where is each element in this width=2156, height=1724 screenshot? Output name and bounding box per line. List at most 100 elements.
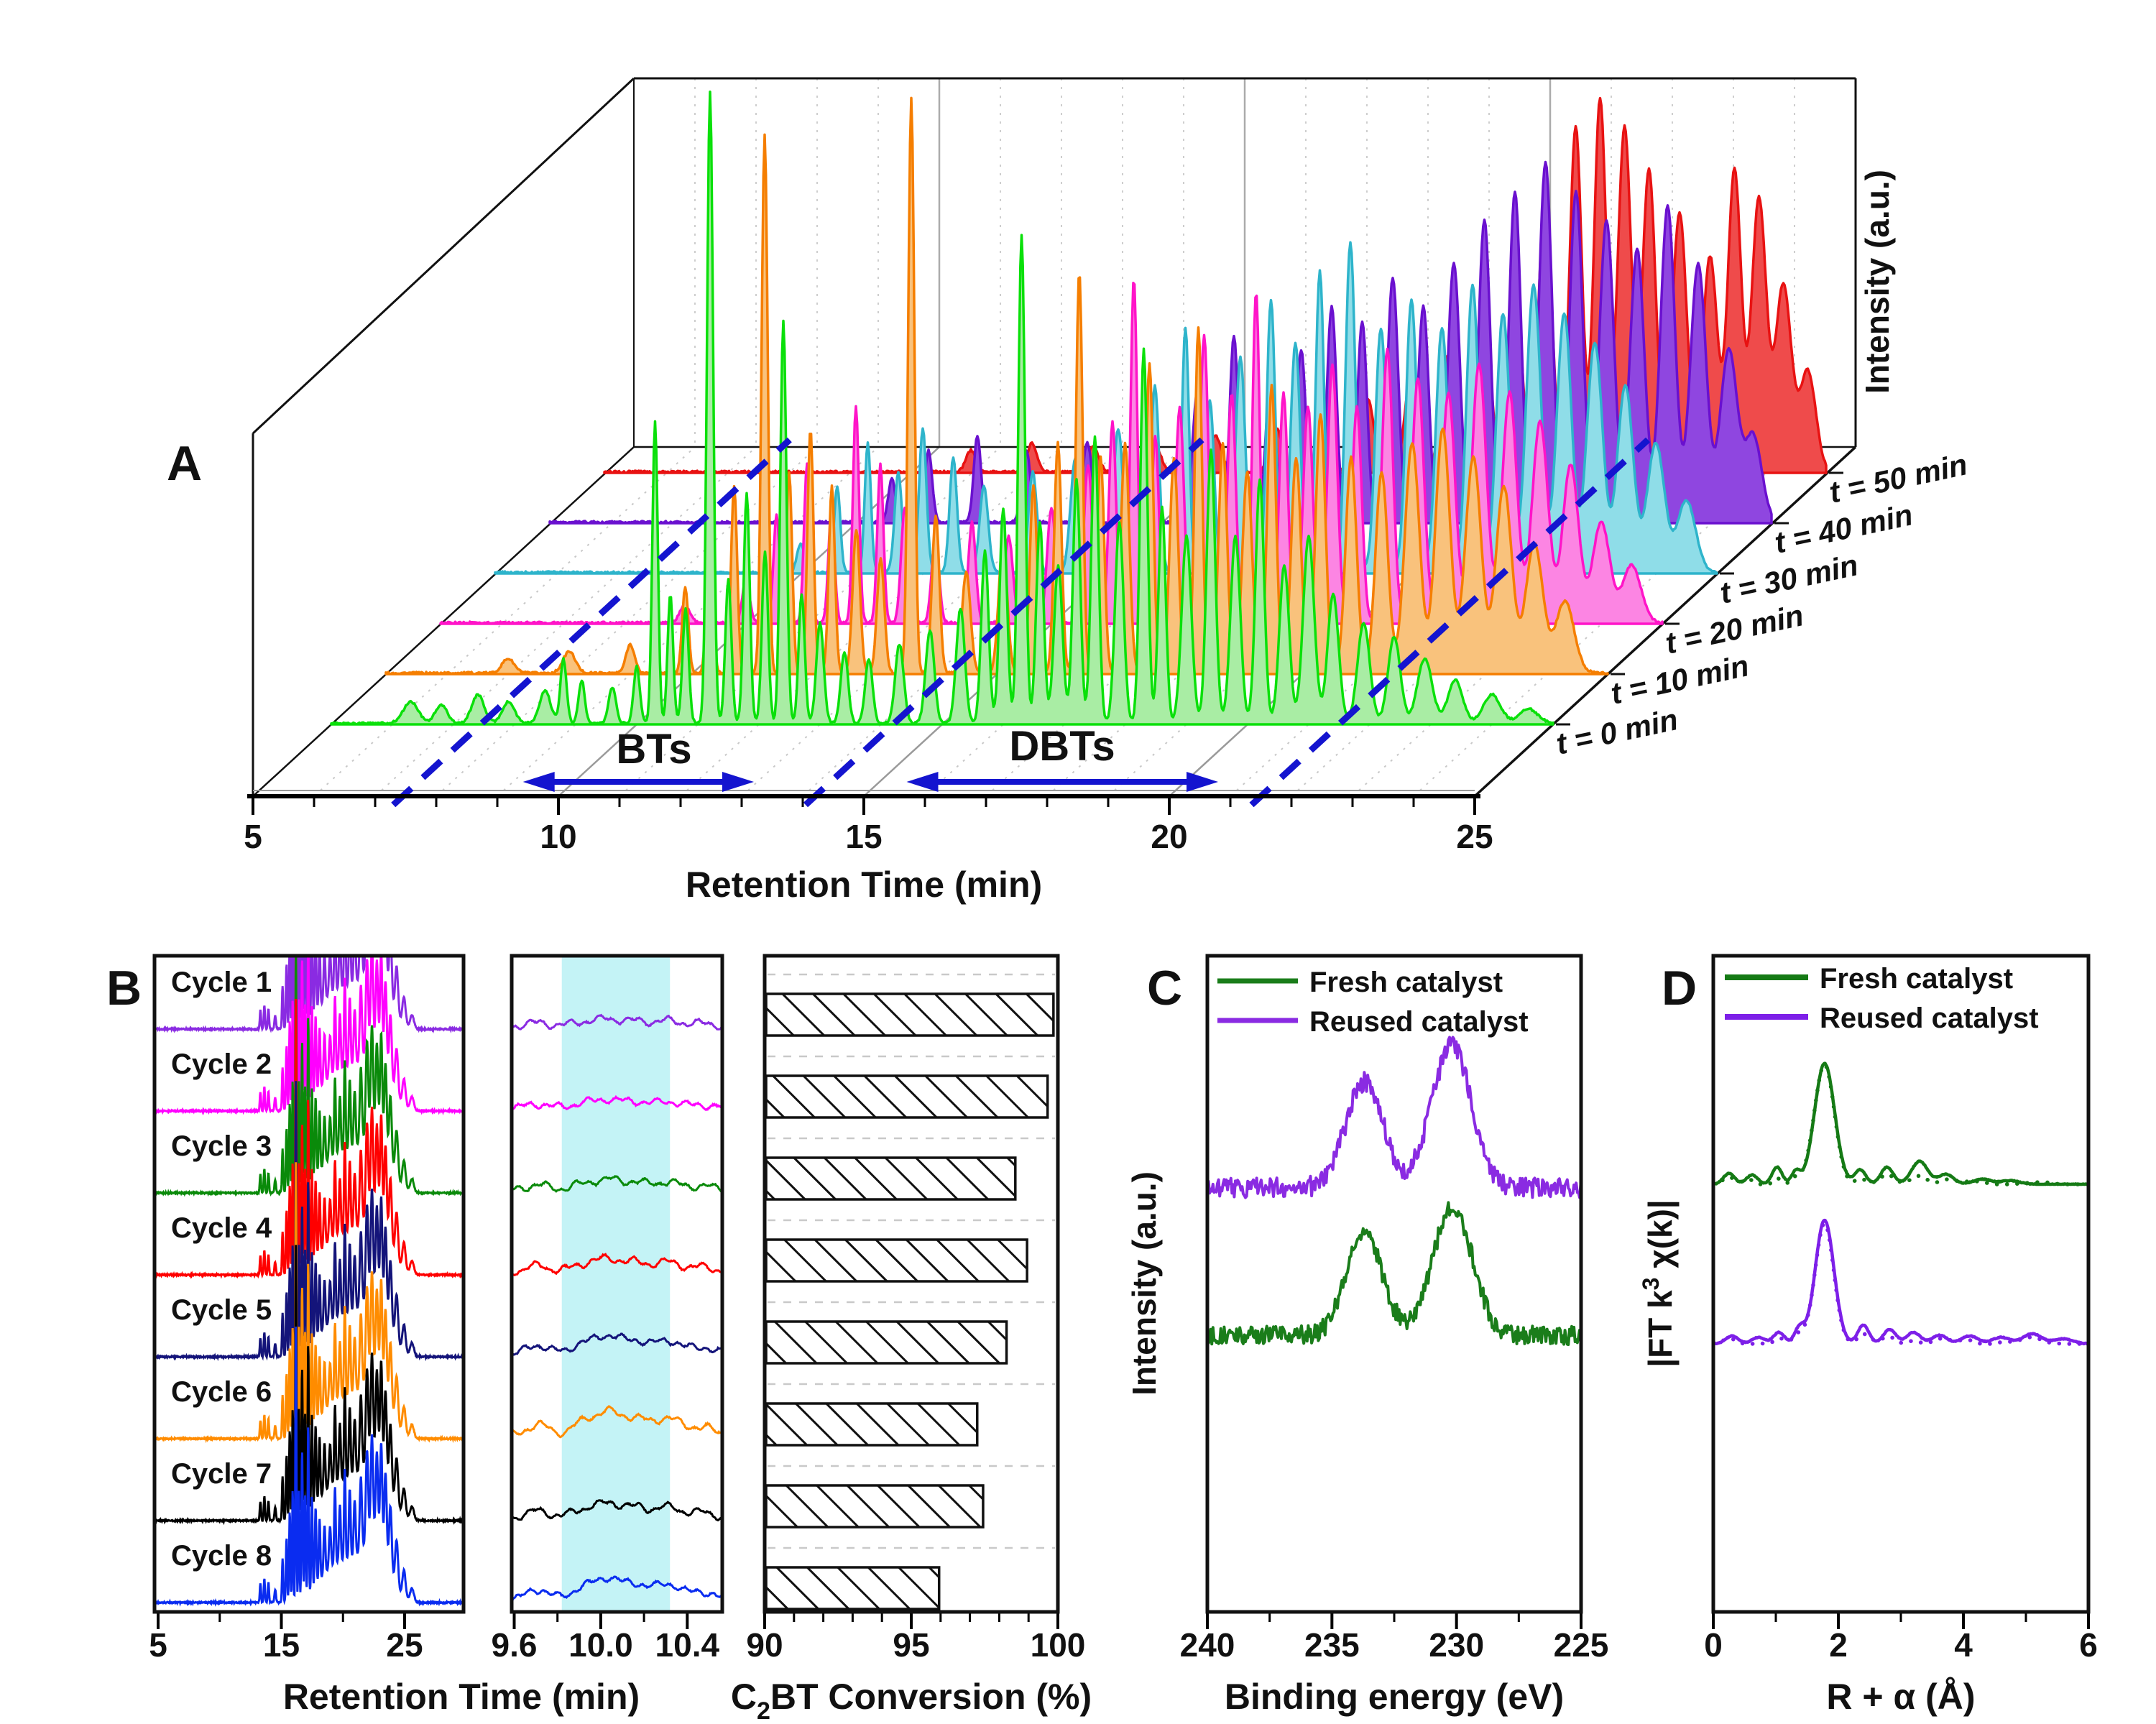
panel-a-annotations xyxy=(391,437,1651,808)
panel-b-letter: B xyxy=(106,961,142,1015)
cycle-label-4: Cycle 4 xyxy=(171,1212,272,1244)
legend-label-reused-catalyst: Reused catalyst xyxy=(1309,1006,1529,1038)
d-tick-label: 0 xyxy=(1704,1626,1723,1664)
b3-tick-label: 100 xyxy=(1031,1626,1086,1664)
legend-label-reused-catalyst: Reused catalyst xyxy=(1820,1002,2039,1034)
panel-a-axis: 5 10 15 20 25 xyxy=(244,794,1493,855)
cycle-trace-4 xyxy=(156,998,462,1279)
panel-b1-frame xyxy=(152,954,466,1614)
x-axis-tick-label: 5 xyxy=(244,818,262,855)
bts-region-label: BTs xyxy=(616,726,691,773)
cycle-label-8: Cycle 8 xyxy=(171,1540,272,1572)
panel-d-traces xyxy=(1715,1061,2087,1346)
b3-xlabel-post: BT Conversion (%) xyxy=(770,1677,1092,1717)
c-tick-label: 225 xyxy=(1554,1626,1609,1664)
zoom-trace-7 xyxy=(513,1499,721,1522)
panel-d-axis: 0 2 4 6 xyxy=(1704,1612,2098,1664)
zoom-trace-4 xyxy=(513,1253,721,1277)
panel-c-xps: C 240 235 230 225 Fresh catalyst Reused cat… xyxy=(1125,954,1609,1717)
x-axis-tick-label: 25 xyxy=(1456,818,1493,855)
conversion-bar-cycle-2 xyxy=(765,1074,1049,1119)
b3-xlabel-pre: C xyxy=(731,1677,757,1717)
region-divider-dashed-line xyxy=(803,437,1204,808)
cycle-trace-5 xyxy=(156,1081,462,1362)
panel-b3-conversion-bars xyxy=(765,973,1055,1610)
panel-c-axis: 240 235 230 225 xyxy=(1180,1612,1609,1664)
zoom-trace-1 xyxy=(513,1013,721,1031)
panel-b3-xlabel: C2BT Conversion (%) xyxy=(731,1677,1092,1724)
bts-arrow-right-head xyxy=(722,772,754,792)
panel-c-frame xyxy=(1205,954,1583,1614)
panel-d-frame xyxy=(1711,954,2091,1614)
zoom-trace-3 xyxy=(513,1175,721,1193)
bts-arrow-left-head xyxy=(522,772,555,792)
box-edge xyxy=(252,77,635,435)
panel-c-traces xyxy=(1209,1036,1580,1346)
panel-b-axes: 5 15 25 9.6 10.0 10.4 90 95 100 xyxy=(149,1612,1085,1664)
series-trace-0 xyxy=(330,90,1554,726)
panel-d-letter: D xyxy=(1662,961,1697,1015)
panel-c-ylabel: Intensity (a.u.) xyxy=(1125,1171,1163,1396)
panel-c-xlabel: Binding energy (eV) xyxy=(1225,1677,1564,1717)
cycle-label-5: Cycle 5 xyxy=(171,1294,272,1326)
conversion-bar-cycle-8 xyxy=(765,1566,941,1610)
conversion-bar-cycle-4 xyxy=(765,1238,1028,1283)
panel-a-xlabel: Retention Time (min) xyxy=(686,865,1042,905)
cycle-trace-1 xyxy=(156,957,462,1034)
zoom-trace-8 xyxy=(513,1575,721,1602)
c-tick-label: 240 xyxy=(1180,1626,1235,1664)
panel-b-xlabel: Retention Time (min) xyxy=(283,1677,640,1717)
b2-tick-label: 9.6 xyxy=(492,1626,538,1664)
cycle-trace-3 xyxy=(156,957,462,1197)
c-tick-label: 230 xyxy=(1429,1626,1484,1664)
xps-trace-fresh-catalyst xyxy=(1209,1201,1580,1346)
d-ylabel-superscript: 3 xyxy=(1638,1278,1664,1291)
x-axis-tick-label: 10 xyxy=(540,818,576,855)
dbts-arrow-right-head xyxy=(1187,772,1218,792)
panel-d-ylabel: |FT k3 χ(k)| xyxy=(1638,1199,1679,1368)
dbts-region-label: DBTs xyxy=(1009,723,1115,770)
b1-tick-label: 25 xyxy=(386,1626,423,1664)
xps-trace-reused-catalyst xyxy=(1209,1036,1580,1199)
panel-d-xlabel: R + α (Å) xyxy=(1826,1677,1975,1717)
series-time-label: t = 0 min xyxy=(1553,702,1681,761)
d-ylabel-pre: |FT k xyxy=(1641,1290,1679,1368)
box-edge xyxy=(252,446,635,797)
panel-a-letter: A xyxy=(167,436,202,491)
d-ylabel-post: χ(k)| xyxy=(1641,1199,1679,1277)
cycle-label-2: Cycle 2 xyxy=(171,1048,272,1080)
b2-trace-group xyxy=(513,1013,721,1602)
cycle-label-7: Cycle 7 xyxy=(171,1458,272,1490)
panel-a-ylabel: Intensity (a.u.) xyxy=(1858,170,1896,394)
b3-tick-label: 95 xyxy=(893,1626,929,1664)
c-tick-label: 235 xyxy=(1304,1626,1360,1664)
b1-tick-label: 5 xyxy=(149,1626,167,1664)
cycle-label-6: Cycle 6 xyxy=(171,1376,272,1408)
b2-tick-label: 10.0 xyxy=(568,1626,633,1664)
b1-tick-label: 15 xyxy=(263,1626,300,1664)
exafs-trace-reused-catalyst xyxy=(1715,1218,2087,1346)
d-tick-label: 6 xyxy=(2079,1626,2098,1664)
zoom-trace-6 xyxy=(513,1405,721,1439)
region-divider-dashed-line xyxy=(391,437,792,808)
b2-tick-label: 10.4 xyxy=(655,1626,720,1664)
cycle-trace-7 xyxy=(156,1245,462,1526)
cycle-trace-6 xyxy=(156,1162,462,1444)
cycle-label-3: Cycle 3 xyxy=(171,1130,272,1162)
exafs-trace-fresh-catalyst xyxy=(1715,1061,2087,1186)
conversion-bar-cycle-7 xyxy=(765,1484,985,1529)
panel-b1-cycle-labels: Cycle 1 Cycle 2 Cycle 3 Cycle 4 Cycle 5 Cycle… xyxy=(171,967,272,1572)
d-tick-label: 2 xyxy=(1829,1626,1848,1664)
panel-b2-zoom-traces xyxy=(513,957,721,1610)
panel-d-exafs: D 0 2 4 6 Fresh catalyst Reused catalyst |F… xyxy=(1638,954,2098,1717)
panel-b1-chromatogram-traces xyxy=(156,957,462,1607)
cycle-trace-8 xyxy=(156,1326,462,1607)
zoom-trace-2 xyxy=(513,1094,721,1112)
region-divider-dashed-line xyxy=(1249,437,1651,808)
zoom-trace-5 xyxy=(513,1332,721,1356)
